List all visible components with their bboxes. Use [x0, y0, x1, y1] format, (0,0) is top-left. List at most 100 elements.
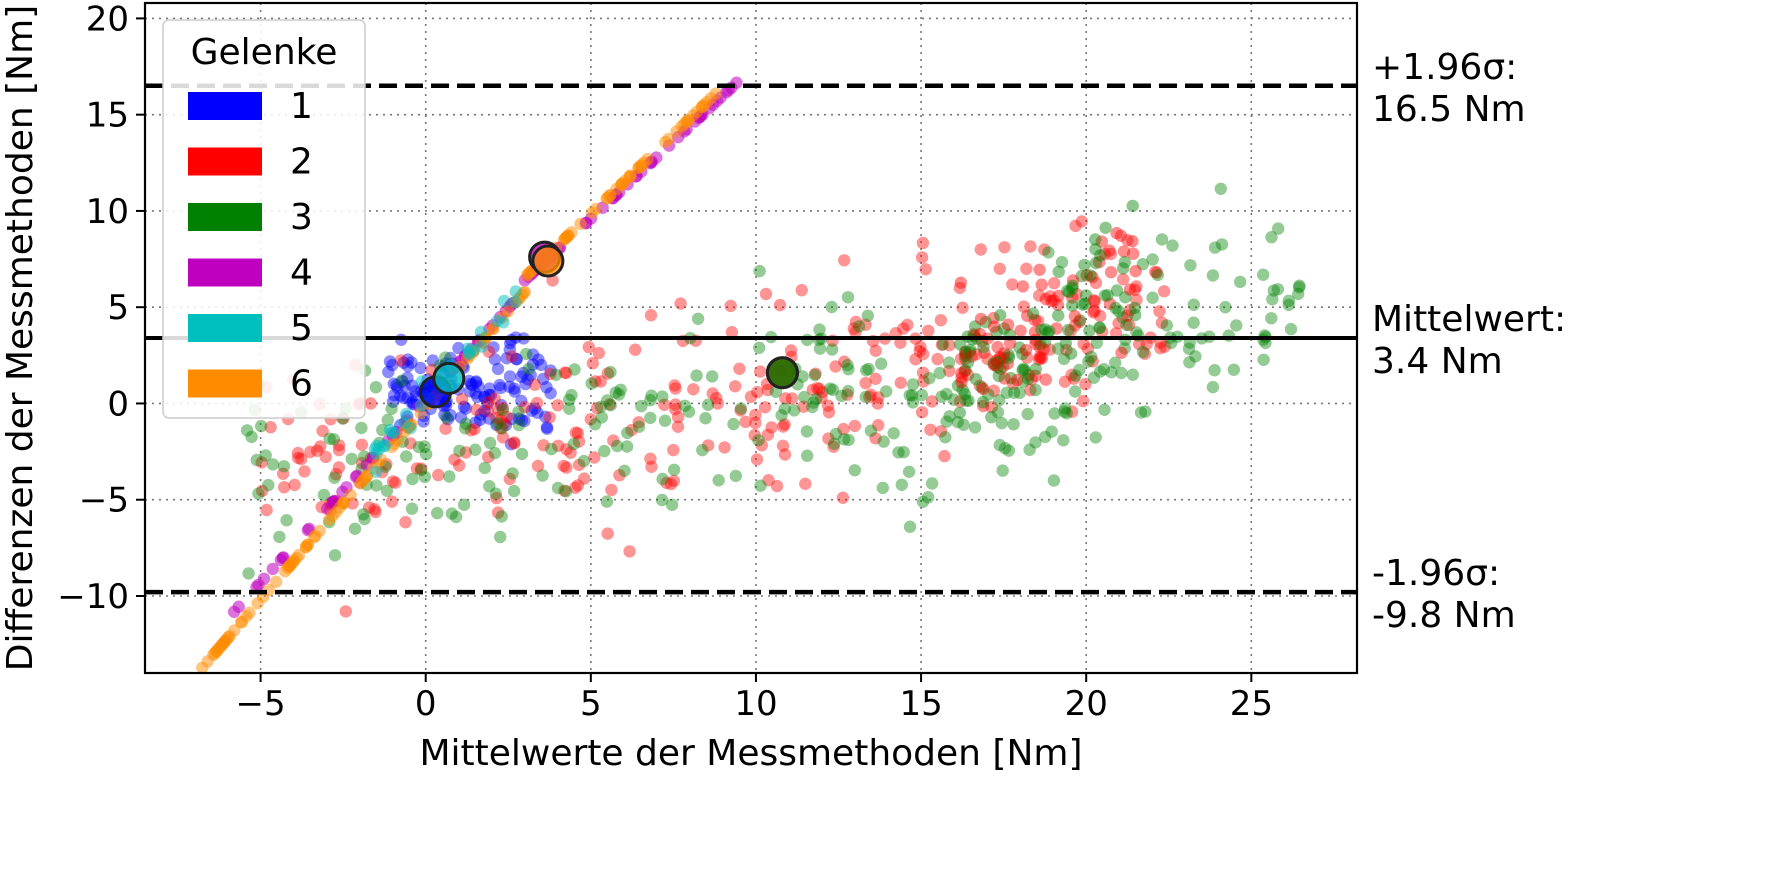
point-series-2 [560, 461, 573, 474]
point-series-3 [328, 471, 341, 484]
point-series-3 [395, 374, 408, 387]
point-series-1 [491, 362, 505, 376]
point-series-1 [499, 418, 513, 432]
point-series-2 [1028, 326, 1042, 339]
point-series-2 [998, 372, 1011, 385]
point-series-2 [1068, 310, 1082, 323]
point-series-2 [572, 435, 586, 448]
point-series-1 [459, 402, 473, 415]
point-series-3 [598, 444, 611, 458]
point-series-1 [483, 412, 496, 425]
point-series-2 [1066, 274, 1080, 287]
point-series-1 [532, 353, 545, 366]
point-series-3 [729, 469, 742, 483]
point-series-1 [515, 394, 528, 408]
point-series-2 [841, 388, 854, 401]
point-series-3 [614, 383, 627, 396]
point-series-2 [295, 452, 308, 466]
point-series-2 [938, 449, 951, 463]
point-series-3 [842, 363, 855, 376]
point-series-1 [505, 412, 518, 426]
point-series-3 [1282, 298, 1295, 312]
mean-marker-3 [765, 356, 799, 390]
point-series-2 [1112, 317, 1125, 330]
legend-label-2: 2 [290, 142, 313, 183]
point-series-2 [1117, 273, 1130, 286]
point-series-1 [525, 404, 538, 417]
point-series-2 [1039, 292, 1053, 306]
point-series-3 [994, 309, 1007, 322]
point-series-3 [958, 388, 972, 401]
point-series-2 [669, 382, 682, 395]
point-series-2 [1155, 316, 1169, 329]
point-series-2 [1006, 278, 1019, 291]
point-series-1 [524, 368, 537, 382]
point-series-3 [618, 464, 631, 477]
point-series-3 [964, 343, 977, 357]
point-series-3 [828, 437, 841, 450]
point-series-2 [578, 472, 591, 485]
point-series-3 [953, 406, 966, 419]
point-series-3 [385, 402, 398, 415]
point-series-2 [925, 395, 939, 408]
point-series-3 [1058, 402, 1072, 415]
point-series-2 [332, 443, 346, 457]
point-series-6 [251, 597, 264, 610]
point-series-2 [1123, 283, 1137, 296]
point-series-3 [953, 338, 967, 351]
point-series-3 [1126, 368, 1140, 381]
point-series-3 [1066, 282, 1079, 295]
point-series-2 [961, 368, 975, 382]
point-series-3 [706, 370, 719, 383]
point-series-2 [560, 366, 573, 380]
point-series-2 [508, 437, 521, 450]
point-series-6 [659, 135, 672, 149]
point-series-6 [560, 230, 574, 243]
legend-swatch-2 [188, 147, 262, 176]
point-series-3 [1139, 405, 1152, 418]
point-series-2 [784, 344, 798, 357]
point-series-3 [809, 392, 823, 406]
point-series-5 [497, 294, 511, 308]
point-series-3 [859, 390, 872, 404]
point-series-3 [1058, 405, 1071, 418]
point-series-2 [974, 243, 987, 256]
point-series-2 [368, 503, 381, 516]
point-series-2 [1110, 226, 1123, 240]
point-series-3 [977, 340, 990, 354]
point-series-1 [386, 395, 400, 408]
point-series-2 [494, 413, 508, 427]
point-series-2 [869, 432, 882, 445]
point-series-3 [788, 404, 801, 417]
point-series-2 [1035, 352, 1049, 365]
point-series-3 [996, 464, 1009, 477]
point-series-2 [1129, 264, 1142, 278]
legend-title: Gelenke [191, 32, 338, 73]
point-series-2 [582, 340, 595, 354]
point-series-1 [391, 381, 404, 394]
point-series-2 [922, 324, 935, 337]
point-series-2 [1032, 314, 1045, 328]
point-series-3 [902, 465, 916, 478]
point-series-2 [770, 479, 784, 493]
point-series-2 [751, 385, 764, 399]
data-points [196, 76, 1306, 673]
point-series-3 [942, 356, 956, 369]
point-series-3 [915, 388, 928, 402]
point-series-3 [469, 443, 482, 456]
point-series-3 [250, 453, 263, 467]
x-tick-label: 5 [580, 684, 602, 724]
point-series-3 [1016, 364, 1029, 377]
point-series-6 [690, 105, 703, 119]
point-series-2 [765, 421, 778, 434]
point-series-1 [504, 438, 518, 451]
point-series-5 [462, 345, 476, 359]
point-series-2 [916, 347, 930, 361]
point-series-3 [1099, 221, 1112, 234]
point-series-3 [507, 484, 521, 498]
point-series-2 [822, 406, 836, 419]
point-series-2 [974, 312, 988, 326]
point-series-2 [332, 461, 346, 474]
point-series-2 [837, 422, 850, 436]
point-series-2 [481, 405, 494, 418]
